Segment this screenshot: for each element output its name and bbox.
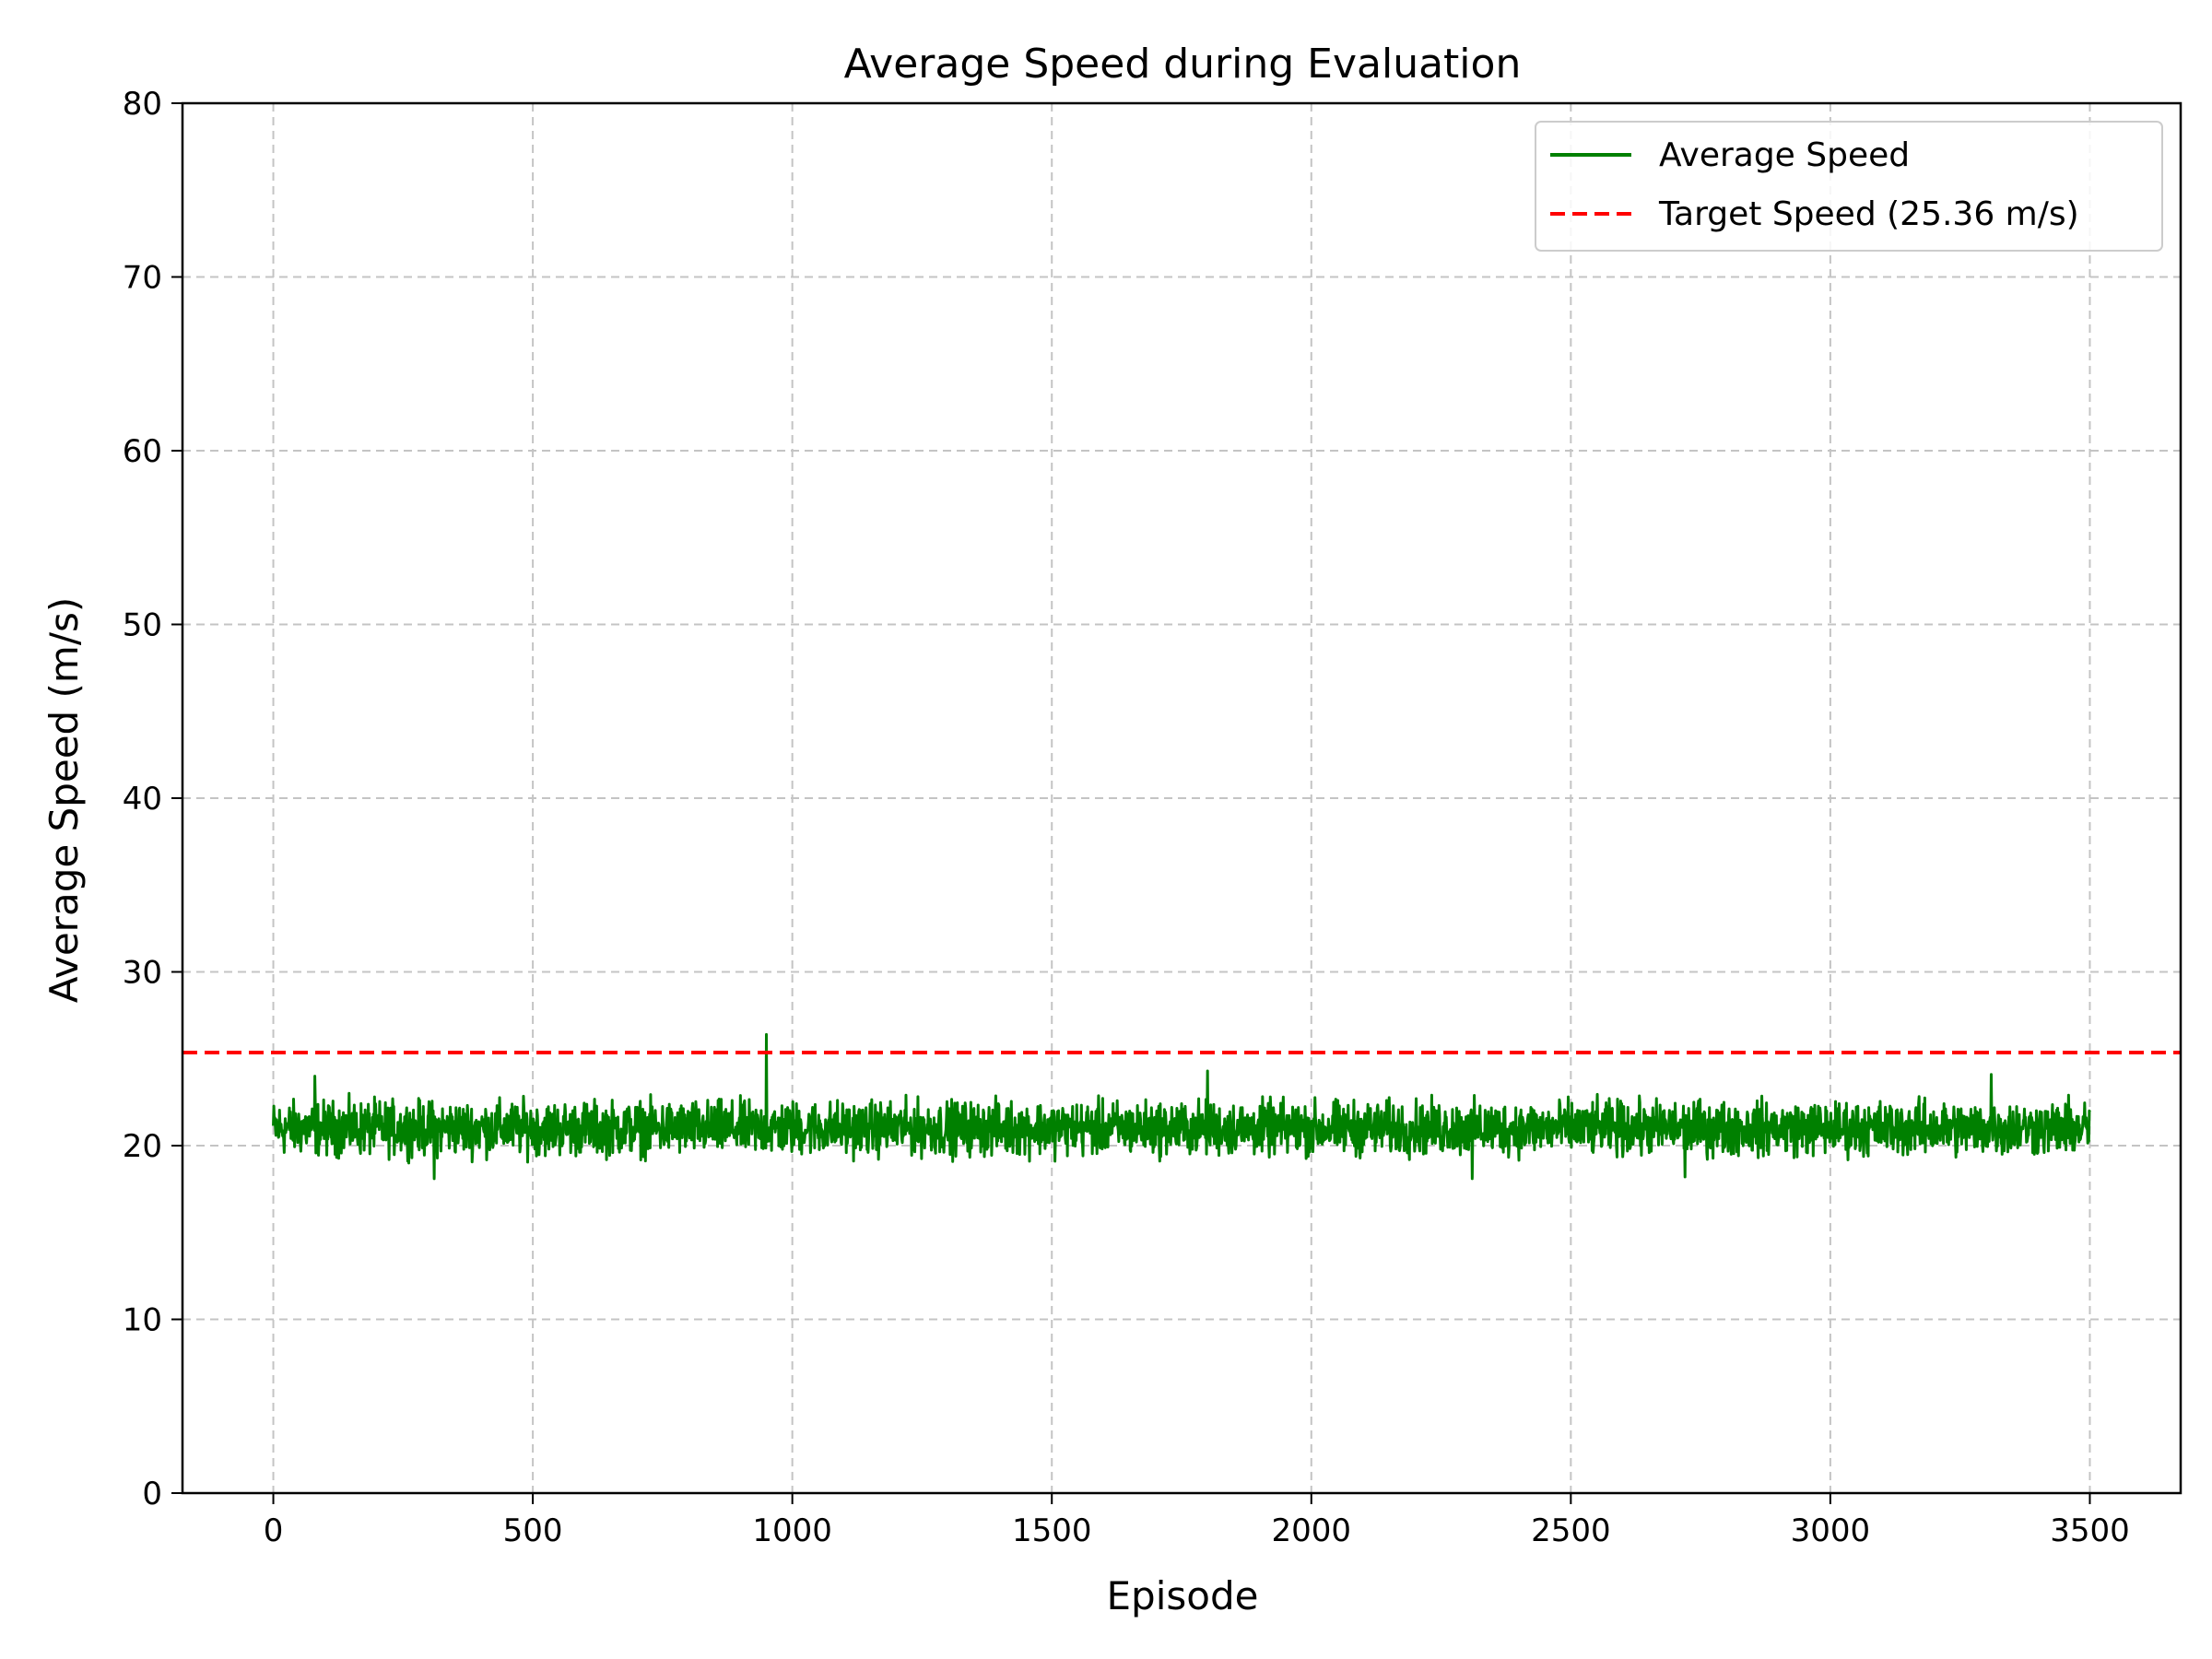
y-tick-label: 0 xyxy=(142,1476,162,1512)
series-line-average-speed xyxy=(272,1032,2091,1181)
y-tick-label: 40 xyxy=(123,781,162,818)
legend-label-target-speed: Target Speed (25.36 m/s) xyxy=(1658,195,2079,233)
x-tick-label: 0 xyxy=(264,1512,284,1549)
x-tick-label: 500 xyxy=(503,1512,563,1549)
x-tick-label: 2000 xyxy=(1272,1512,1352,1549)
x-tick-label: 1000 xyxy=(752,1512,832,1549)
x-tick-label: 3000 xyxy=(1791,1512,1871,1549)
chart-title: Average Speed during Evaluation xyxy=(844,41,1522,88)
x-tick-label: 2500 xyxy=(1531,1512,1611,1549)
legend: Average Speed Target Speed (25.36 m/s) xyxy=(1535,121,2163,252)
legend-box xyxy=(1535,121,2163,252)
legend-label-average-speed: Average Speed xyxy=(1659,136,1910,174)
y-tick-label: 10 xyxy=(123,1302,162,1339)
x-tick-label: 1500 xyxy=(1012,1512,1092,1549)
grid xyxy=(182,102,2181,1494)
y-tick-label: 20 xyxy=(123,1128,162,1165)
x-tick-label: 3500 xyxy=(2050,1512,2130,1549)
plot-area xyxy=(182,1032,2181,1181)
y-tick-label: 30 xyxy=(123,955,162,992)
y-axis-label: Average Speed (m/s) xyxy=(41,597,87,1004)
x-axis-label: Episode xyxy=(1107,1573,1259,1618)
y-tick-label: 50 xyxy=(123,607,162,644)
axis-ticks: 0 500 1000 1500 2000 2500 3000 3500 0 10 20 30 40 50 6… xyxy=(123,86,2130,1549)
y-tick-label: 70 xyxy=(123,260,162,297)
y-tick-label: 60 xyxy=(123,433,162,470)
y-tick-label: 80 xyxy=(123,86,162,123)
